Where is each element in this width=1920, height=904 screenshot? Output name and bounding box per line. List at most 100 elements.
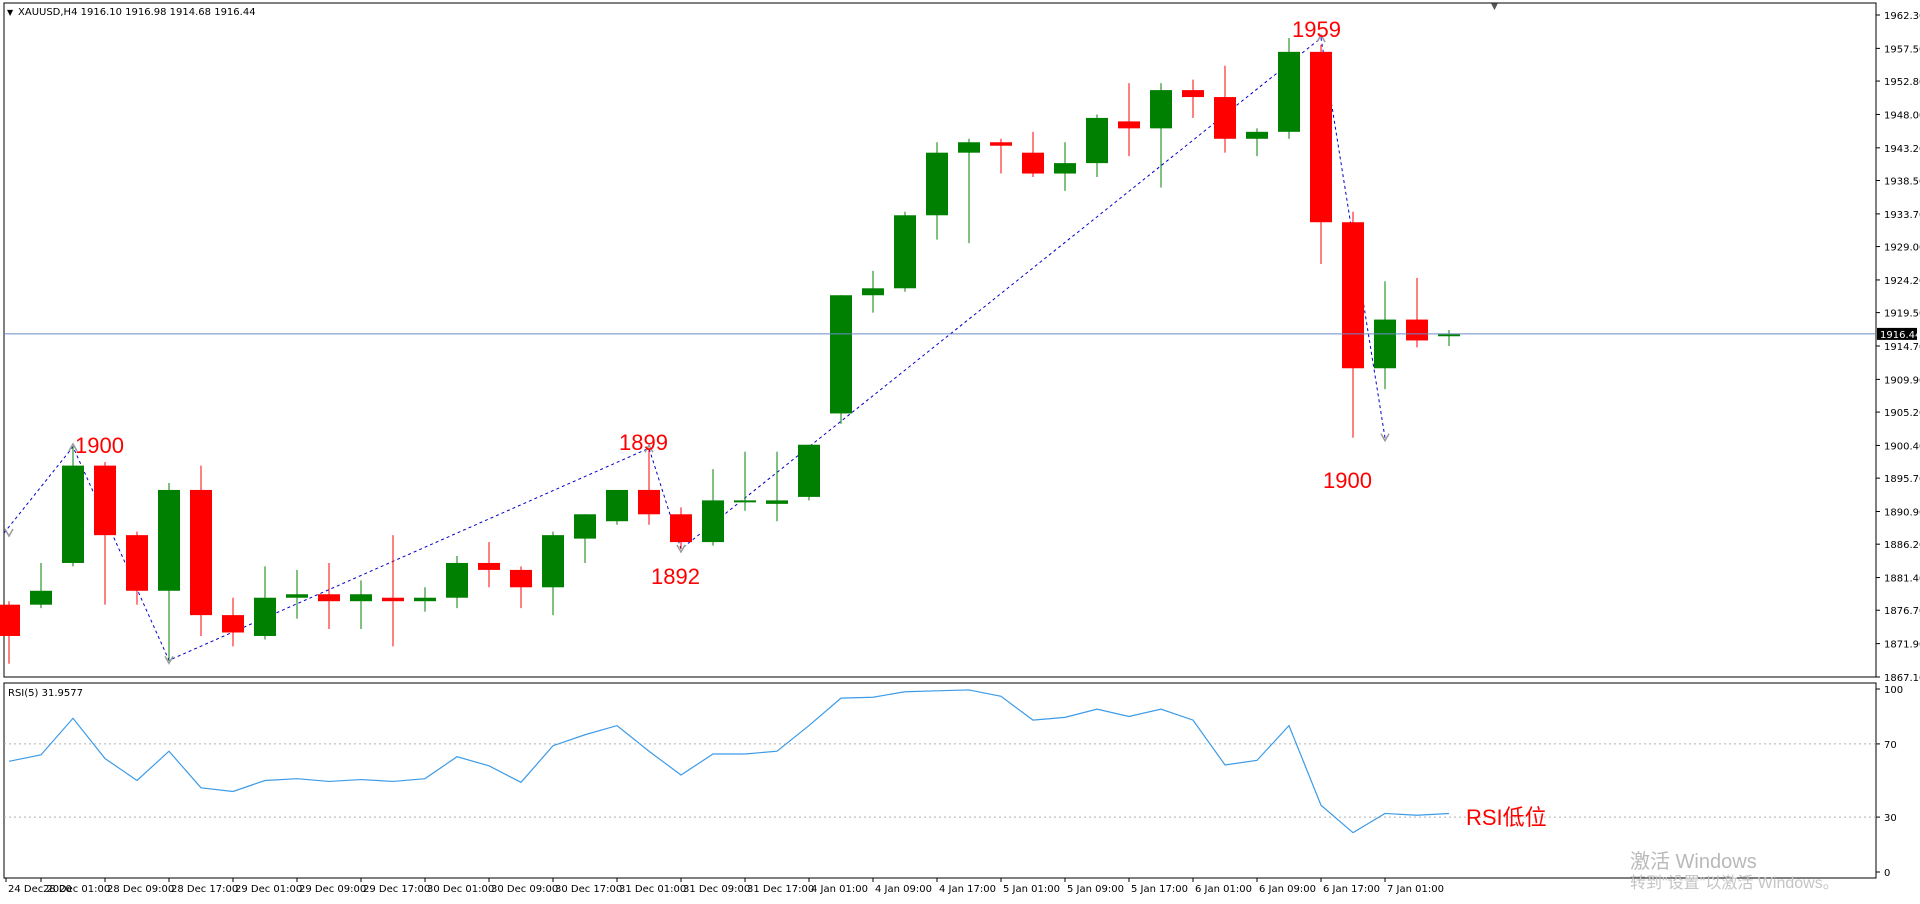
candle-body: [958, 142, 980, 153]
candle[interactable]: [94, 462, 116, 605]
time-axis-label: 6 Jan 17:00: [1323, 884, 1380, 895]
price-axis-label: 1924.20: [1884, 276, 1920, 287]
candle[interactable]: [894, 211, 916, 292]
candle[interactable]: [30, 562, 52, 609]
candle[interactable]: [1086, 114, 1108, 178]
candle[interactable]: [1022, 131, 1044, 178]
time-axis-label: 5 Jan 17:00: [1131, 884, 1188, 895]
candle-body: [1374, 319, 1396, 369]
price-axis-label: 1871.90: [1884, 640, 1920, 651]
candle[interactable]: [926, 142, 948, 240]
candle-body: [1118, 121, 1140, 129]
candle[interactable]: [638, 448, 660, 525]
candle[interactable]: [1054, 142, 1076, 191]
price-axis-label: 1929.00: [1884, 243, 1920, 254]
candle[interactable]: [958, 138, 980, 244]
candle-body: [62, 465, 84, 563]
candle[interactable]: [1310, 44, 1332, 264]
candle-body: [1342, 222, 1364, 369]
time-axis-label: 30 Dec 01:00: [427, 884, 494, 895]
current-price-line: 1916.44: [4, 327, 1920, 341]
candle[interactable]: [542, 531, 564, 616]
candle-body: [702, 500, 724, 543]
candle[interactable]: [1278, 37, 1300, 139]
candle[interactable]: [158, 482, 180, 661]
candle[interactable]: [798, 444, 820, 501]
candle-body: [158, 489, 180, 591]
candle[interactable]: [126, 531, 148, 605]
candle-body: [734, 500, 756, 503]
candle[interactable]: [1150, 83, 1172, 188]
time-axis-label: 24 Dec 2020: [8, 884, 72, 895]
candle-body: [1022, 152, 1044, 174]
candle[interactable]: [446, 556, 468, 609]
candle[interactable]: [1118, 83, 1140, 157]
candle-body: [606, 489, 628, 522]
chart-menu-triangle-icon[interactable]: ▼: [7, 8, 14, 17]
main-price-panel[interactable]: [3, 2, 1877, 678]
candle-body: [1246, 131, 1268, 139]
candle[interactable]: [702, 469, 724, 546]
candle[interactable]: [1406, 277, 1428, 348]
fractal-arrow-icon: [676, 544, 686, 554]
price-axis-label: 1957.50: [1884, 44, 1920, 55]
candle-body: [1310, 51, 1332, 223]
candle[interactable]: [862, 270, 884, 313]
candle-body: [318, 594, 340, 602]
candle[interactable]: [606, 489, 628, 525]
candle[interactable]: [1214, 65, 1236, 153]
rsi-panel[interactable]: [3, 682, 1877, 879]
candle[interactable]: [254, 566, 276, 640]
candle[interactable]: [286, 569, 308, 619]
candle-body: [574, 514, 596, 539]
candle[interactable]: [830, 295, 852, 424]
time-axis-label: 5 Jan 09:00: [1067, 884, 1124, 895]
rsi-axis-label: 100: [1884, 685, 1903, 696]
rsi-axis-label: 70: [1884, 740, 1897, 751]
candle[interactable]: [382, 535, 404, 647]
price-axis-label: 1952.80: [1884, 77, 1920, 88]
time-axis-label: 31 Dec 17:00: [747, 884, 814, 895]
candle[interactable]: [670, 507, 692, 550]
candle[interactable]: [0, 601, 20, 664]
candle[interactable]: [478, 542, 500, 588]
candle[interactable]: [766, 451, 788, 522]
candle-body: [126, 535, 148, 591]
candle-body: [414, 597, 436, 602]
candle-body: [1182, 90, 1204, 98]
candle[interactable]: [1438, 330, 1460, 346]
candle[interactable]: [734, 451, 756, 511]
candle[interactable]: [414, 587, 436, 612]
fractal-arrow-icon: [644, 443, 654, 453]
candle[interactable]: [318, 562, 340, 630]
candle[interactable]: [62, 446, 84, 567]
candle[interactable]: [574, 514, 596, 563]
current-price-tag: [1877, 327, 1917, 340]
annotation-trough-1900: 1900: [1323, 468, 1372, 493]
rsi-axis-label: 0: [1884, 868, 1890, 879]
price-axis-label: 1938.50: [1884, 177, 1920, 188]
candle[interactable]: [190, 465, 212, 636]
time-axis-label: 31 Dec 01:00: [619, 884, 686, 895]
time-axis-label: 30 Dec 17:00: [555, 884, 622, 895]
candle[interactable]: [510, 566, 532, 609]
annotation-trough-1892: 1892: [651, 564, 700, 589]
candle-body: [926, 152, 948, 216]
candle[interactable]: [222, 597, 244, 647]
candle[interactable]: [990, 138, 1012, 174]
candle[interactable]: [350, 580, 372, 630]
candle-body: [30, 590, 52, 605]
price-axis-label: 1881.40: [1884, 574, 1920, 585]
candle[interactable]: [1342, 211, 1364, 438]
candle[interactable]: [1246, 128, 1268, 157]
time-axis-label: 30 Dec 09:00: [491, 884, 558, 895]
scroll-marker-triangle-icon[interactable]: ▼: [1491, 2, 1498, 12]
price-axis-label: 1943.20: [1884, 144, 1920, 155]
candle-body: [286, 594, 308, 598]
candle[interactable]: [1182, 79, 1204, 118]
candle[interactable]: [1374, 281, 1396, 390]
candle-body: [94, 465, 116, 536]
